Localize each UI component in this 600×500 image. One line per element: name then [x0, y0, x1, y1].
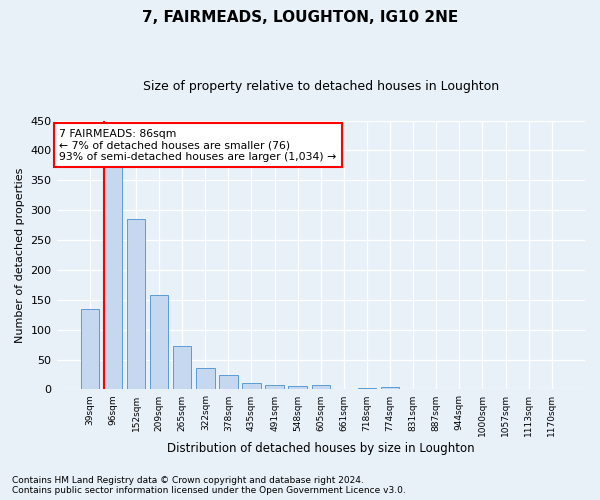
Text: Contains HM Land Registry data © Crown copyright and database right 2024.
Contai: Contains HM Land Registry data © Crown c…: [12, 476, 406, 495]
Bar: [104, 166, 122, 390]
Bar: [127, 219, 145, 390]
Bar: [80, 309, 99, 390]
Title: Size of property relative to detached houses in Loughton: Size of property relative to detached ho…: [143, 80, 499, 93]
X-axis label: Distribution of detached houses by size in Loughton: Distribution of detached houses by size …: [167, 442, 475, 455]
Bar: [150, 295, 169, 390]
Bar: [196, 368, 215, 390]
Bar: [219, 375, 238, 390]
Bar: [242, 384, 261, 390]
Text: 7, FAIRMEADS, LOUGHTON, IG10 2NE: 7, FAIRMEADS, LOUGHTON, IG10 2NE: [142, 10, 458, 25]
Bar: [381, 387, 400, 390]
Y-axis label: Number of detached properties: Number of detached properties: [15, 168, 25, 342]
Bar: [358, 388, 376, 390]
Bar: [311, 384, 330, 390]
Bar: [265, 384, 284, 390]
Bar: [289, 386, 307, 390]
Text: 7 FAIRMEADS: 86sqm
← 7% of detached houses are smaller (76)
93% of semi-detached: 7 FAIRMEADS: 86sqm ← 7% of detached hous…: [59, 128, 337, 162]
Bar: [173, 346, 191, 390]
